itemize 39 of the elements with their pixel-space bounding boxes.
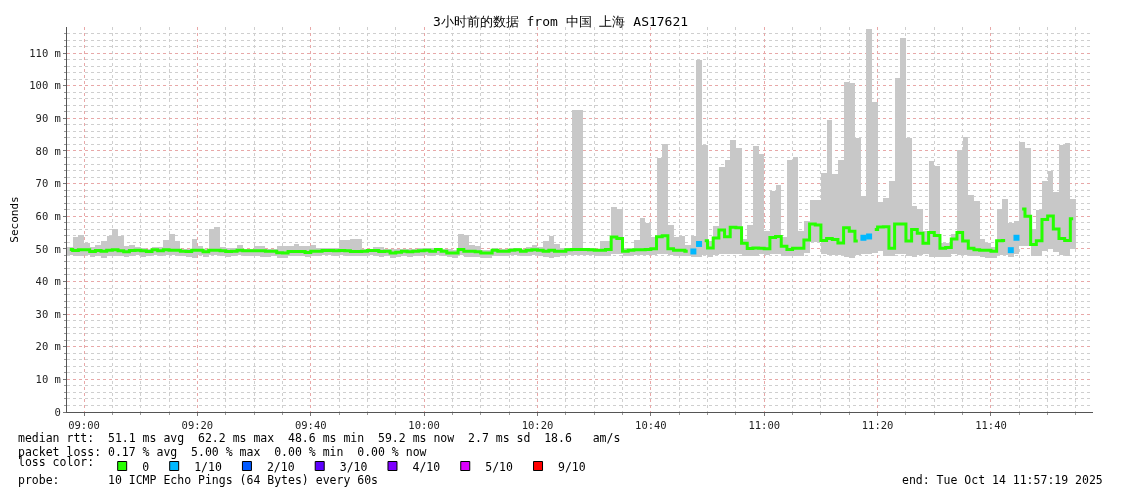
y-tick-label: 70 m — [35, 177, 61, 190]
point — [1013, 234, 1020, 241]
legend-label: 9/10 — [558, 459, 586, 474]
y-tick-label: 80 m — [35, 144, 61, 157]
x-tick-label: 11:40 — [975, 418, 1007, 431]
y-tick-label: 30 m — [35, 307, 61, 320]
point — [1007, 247, 1014, 254]
x-tick-label: 10:20 — [521, 418, 554, 431]
text: probe: 10 ICMP Echo Pings (64 Bytes) every 60s — [18, 473, 379, 487]
x-tick-label: 09:20 — [181, 418, 214, 431]
x-tick-label: 09:40 — [294, 418, 327, 431]
y-tick-label: 90 m — [35, 112, 61, 125]
legend-label: 4/10 — [412, 459, 441, 474]
x-tick-label: 10:00 — [408, 418, 440, 431]
legend-label: 2/10 — [266, 459, 295, 474]
y-tick-label: 100 m — [29, 79, 61, 92]
x-tick-label: 11:20 — [861, 418, 894, 431]
point — [690, 248, 697, 255]
y-axis-title: Seconds — [7, 196, 21, 243]
legend-label: 5/10 — [485, 459, 514, 474]
y-tick-label: 10 m — [35, 373, 61, 386]
x-tick-label: 11:00 — [748, 418, 781, 431]
y-tick-label: 20 m — [35, 340, 61, 353]
text: median rtt: 51.1 ms avg 62.2 ms max 48.6 ms min 59.2 ms now 2.7 ms sd 18.6 am/s — [18, 431, 621, 445]
x-tick-label: 09:00 — [68, 418, 100, 431]
point — [860, 234, 867, 241]
legend-label: 0 — [142, 459, 150, 474]
point — [866, 233, 873, 240]
text: end: Tue Oct 14 11:57:19 2025 — [902, 473, 1103, 487]
y-tick-label: 0 — [54, 405, 61, 418]
y-tick-label: 50 m — [35, 242, 61, 255]
y-tick-label: 110 m — [29, 46, 61, 59]
y-tick-label: 40 m — [35, 275, 61, 288]
chart-title: 3小时前的数据 from 中国 上海 AS17621 — [432, 13, 689, 29]
y-tick-label: 60 m — [35, 209, 61, 222]
point — [696, 240, 703, 247]
x-tick-label: 10:40 — [635, 418, 667, 431]
legend-label: 1/10 — [194, 459, 222, 474]
legend-label: 3/10 — [339, 459, 368, 474]
